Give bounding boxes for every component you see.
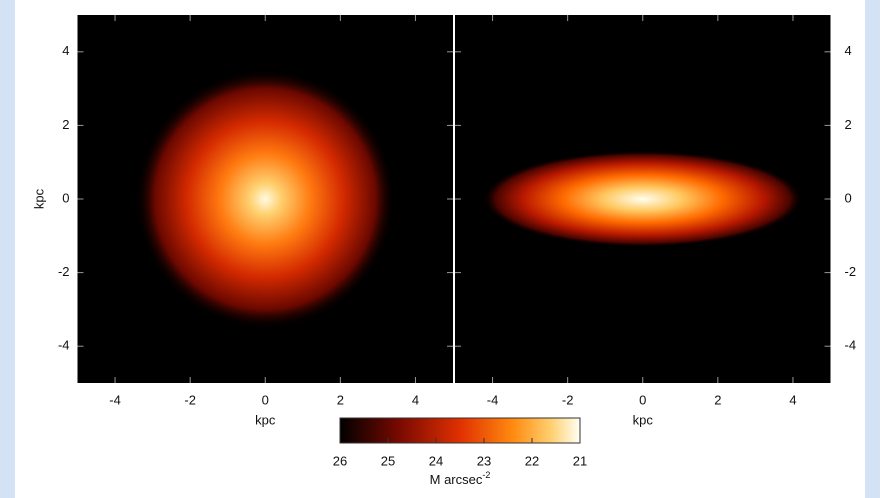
y-tick-label: 2 <box>845 117 852 132</box>
colorbar-tick-label: 24 <box>429 453 443 468</box>
x-tick-label: -2 <box>562 392 574 407</box>
colorbar <box>339 417 581 444</box>
x-tick-label: -2 <box>184 392 196 407</box>
colorbar-tick-label: 25 <box>381 453 395 468</box>
x-tick-label: 0 <box>262 392 269 407</box>
y-tick-label: 4 <box>845 43 852 58</box>
colorbar-tick-label: 21 <box>573 453 587 468</box>
y-tick-label: -2 <box>845 264 857 279</box>
galaxy-image <box>482 151 803 247</box>
y-tick-label: 0 <box>845 190 852 205</box>
x-axis-label: kpc <box>255 412 276 427</box>
colorbar-tick-label: 22 <box>525 453 539 468</box>
colorbar-label-exponent: -2 <box>482 470 490 480</box>
y-tick-label: 4 <box>62 43 69 58</box>
x-tick-label: -4 <box>109 392 121 407</box>
x-tick-label: 4 <box>412 392 419 407</box>
y-axis-label: kpc <box>31 188 46 209</box>
colorbar-label: M arcsec-2 <box>430 470 491 487</box>
x-tick-label: 4 <box>789 392 796 407</box>
x-tick-label: -4 <box>487 392 499 407</box>
x-axis-label: kpc <box>633 412 654 427</box>
y-tick-label: -4 <box>845 338 857 353</box>
y-tick-label: -2 <box>58 264 70 279</box>
x-tick-label: 0 <box>639 392 646 407</box>
colorbar-tick-label: 23 <box>477 453 491 468</box>
y-tick-label: -4 <box>58 338 70 353</box>
x-tick-label: 2 <box>714 392 721 407</box>
colorbar-label-text: M arcsec <box>430 472 483 487</box>
galaxy-image <box>135 69 396 329</box>
y-tick-label: 2 <box>62 117 69 132</box>
colorbar-tick-label: 26 <box>333 453 347 468</box>
y-tick-label: 0 <box>62 190 69 205</box>
x-tick-label: 2 <box>337 392 344 407</box>
